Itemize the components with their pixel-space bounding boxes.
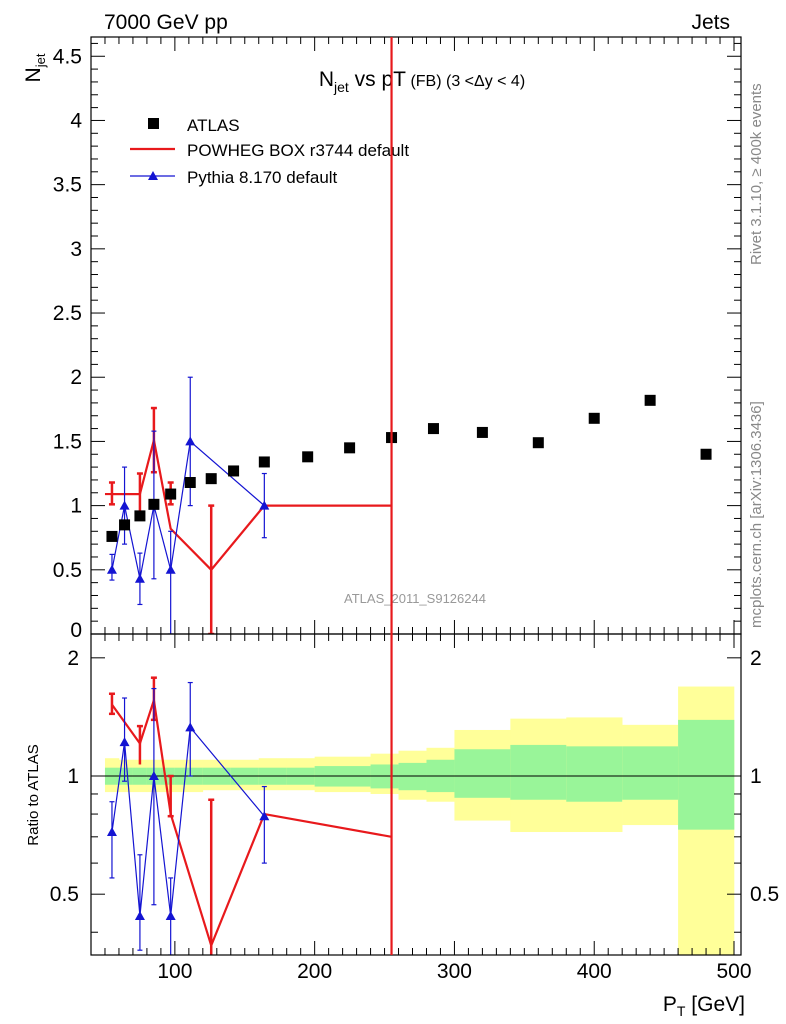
pythia-marker [259, 500, 270, 510]
title-suffix: (FB) (3 <Δy < 4) [406, 73, 525, 90]
y-tick-label: 2.5 [53, 302, 82, 325]
pythia-marker [165, 564, 176, 574]
y-tick-label: 3.5 [53, 174, 82, 197]
atlas-data-point [476, 426, 488, 438]
legend: ATLAS POWHEG BOX r3744 default Pythia 8.17… [130, 116, 409, 187]
plot-title: Njet vs pT (FB) (3 <Δy < 4) [319, 68, 525, 95]
atlas-data-point [106, 530, 118, 542]
atlas-data-point [588, 412, 600, 424]
pythia-ratio-marker [148, 771, 159, 781]
atlas-data-point [165, 488, 177, 500]
watermark-label: ATLAS_2011_S9126244 [344, 591, 486, 606]
xlabel-sub: T [677, 1003, 686, 1019]
ylabel-main-text: N [22, 67, 45, 82]
pythia-marker [185, 436, 196, 446]
ratio-y-tick-label-right: 2 [750, 647, 762, 670]
main-panel [104, 376, 712, 634]
ratio-band-inner [678, 719, 735, 830]
mcplots-label: mcplots.cern.ch [arXiv:1306.3436] [748, 401, 765, 628]
atlas-data-point [228, 465, 240, 477]
ratio-y-tick-label-right: 0.5 [750, 883, 779, 906]
atlas-data-point [344, 442, 356, 454]
legend-pythia-marker [148, 171, 158, 180]
legend-atlas-marker [148, 118, 159, 129]
atlas-data-point [532, 437, 544, 449]
ratio-y-tick-label-left: 0.5 [50, 883, 79, 906]
ylabel-main-sub: jet [33, 53, 48, 68]
y-tick-label: 0 [70, 619, 82, 642]
ratio-band-inner [566, 746, 623, 802]
atlas-data-point [258, 456, 270, 468]
ratio-band-inner [454, 749, 511, 798]
xlabel: PT [GeV] [663, 993, 745, 1019]
title-main: N [319, 68, 334, 91]
title-middle: vs pT [349, 68, 406, 91]
atlas-data-point [119, 519, 131, 531]
pythia-ratio-marker [259, 811, 270, 821]
pythia-marker [134, 573, 145, 583]
pythia-ratio-marker [165, 910, 176, 920]
legend-atlas-label: ATLAS [187, 116, 240, 135]
ratio-band-inner [622, 746, 679, 800]
pythia-ratio-marker [119, 737, 130, 747]
legend-powheg-label: POWHEG BOX r3744 default [187, 141, 409, 160]
atlas-data-point [205, 473, 217, 485]
pythia-ratio-marker [134, 910, 145, 920]
pythia-line [111, 440, 265, 579]
atlas-data-point [302, 451, 314, 463]
axes-layer: 100 200 300 400 500 0 0.5 1 1.5 2 2.5 3 3.5 4 4.5 0.5 0.… [50, 36, 779, 983]
atlas-data-point [427, 423, 439, 435]
atlas-data-point [644, 394, 656, 406]
y-tick-label: 4 [70, 109, 82, 132]
pythia-ratio-line [111, 725, 265, 917]
y-tick-label: 2 [70, 366, 82, 389]
y-tick-label: 1 [70, 495, 82, 518]
pythia-marker [119, 500, 130, 510]
y-tick-label: 4.5 [53, 45, 82, 68]
title-main-sub: jet [333, 79, 349, 95]
x-tick-label: 400 [577, 960, 612, 983]
y-tick-label: 0.5 [53, 559, 82, 582]
atlas-data-point [184, 477, 196, 489]
x-tick-label: 300 [437, 960, 472, 983]
ratio-y-tick-label-left: 1 [67, 765, 79, 788]
pythia-ratio-marker [106, 827, 117, 837]
xlabel-text: P [663, 993, 677, 1016]
ratio-frame [90, 633, 742, 956]
atlas-data-point [148, 498, 160, 510]
y-tick-label: 3 [70, 238, 82, 261]
x-tick-label: 200 [297, 960, 332, 983]
ylabel-main: Njet [22, 53, 48, 82]
x-tick-label: 500 [716, 960, 751, 983]
ratio-panel [91, 676, 741, 955]
legend-pythia-label: Pythia 8.170 default [187, 168, 338, 187]
rivet-label: Rivet 3.1.10, ≥ 400k events [748, 83, 765, 265]
atlas-data-point [700, 448, 712, 460]
header-left-label: 7000 GeV pp [104, 11, 228, 34]
ratio-band-inner [398, 762, 427, 791]
pythia-marker [106, 564, 117, 574]
ratio-y-tick-label-right: 1 [750, 765, 762, 788]
header-right-label: Jets [691, 11, 730, 34]
atlas-data-point [134, 510, 146, 522]
ylabel-ratio: Ratio to ATLAS [25, 744, 42, 845]
xlabel-unit: [GeV] [685, 993, 745, 1016]
y-tick-label: 1.5 [53, 430, 82, 453]
ratio-band-inner [510, 744, 567, 800]
pythia-ratio-marker [185, 722, 196, 732]
x-tick-label: 100 [157, 960, 192, 983]
ratio-y-tick-label-left: 2 [67, 647, 79, 670]
